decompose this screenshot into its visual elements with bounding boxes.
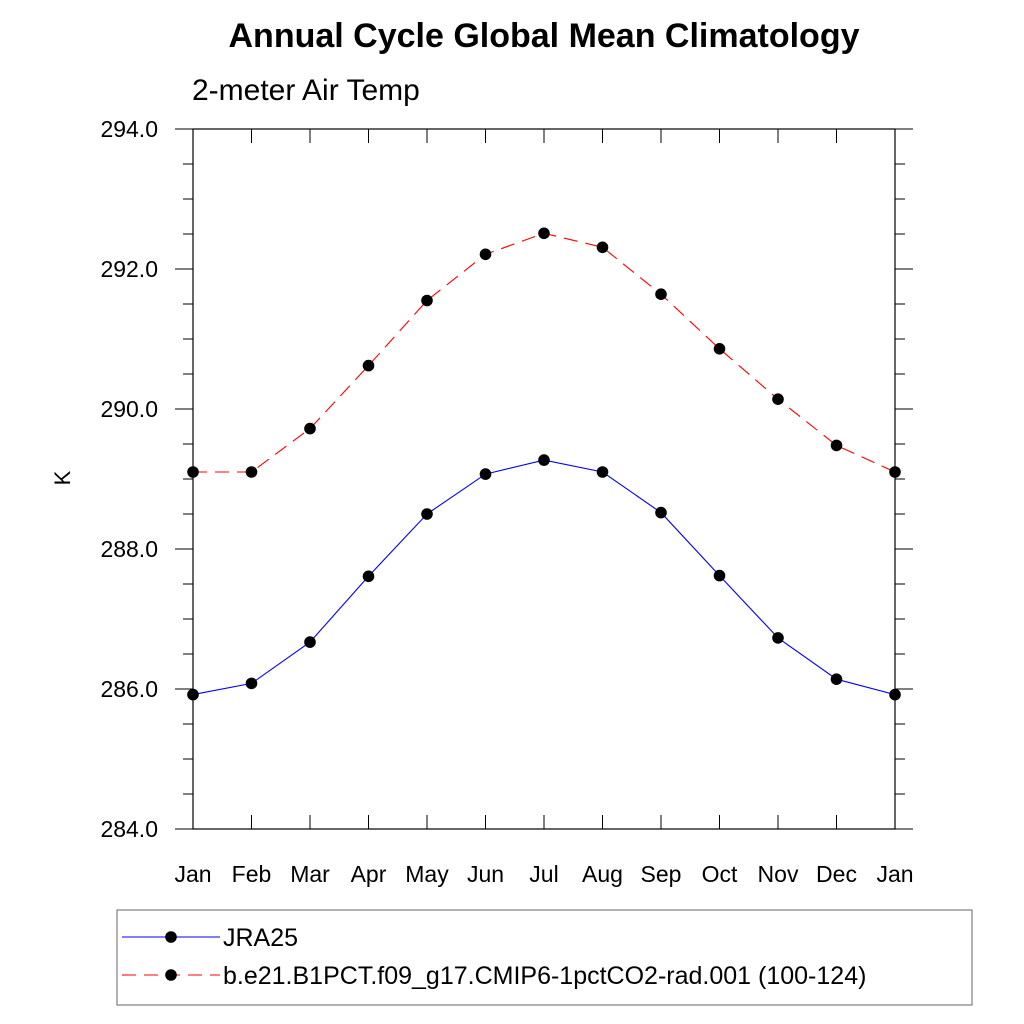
data-point bbox=[362, 359, 375, 372]
data-point bbox=[655, 506, 667, 519]
legend-marker bbox=[165, 931, 177, 943]
data-point bbox=[479, 248, 492, 261]
x-tick-labels: Jan Feb Mar Apr May Jun Jul Aug Sep Oct Nov Dec Jan bbox=[174, 861, 913, 887]
data-point bbox=[889, 688, 901, 701]
data-point bbox=[772, 393, 784, 406]
data-point bbox=[187, 688, 199, 701]
axis-ticks bbox=[175, 128, 913, 830]
chart-title: Annual Cycle Global Mean Climatology bbox=[229, 17, 860, 55]
data-point bbox=[245, 677, 258, 690]
y-tick-label: 284.0 bbox=[100, 816, 158, 842]
y-tick-label: 290.0 bbox=[100, 396, 158, 422]
x-tick-label: Sep bbox=[641, 861, 682, 887]
data-point bbox=[187, 466, 199, 478]
x-tick-label: May bbox=[405, 861, 449, 887]
data-point bbox=[421, 294, 433, 307]
x-tick-label: Dec bbox=[816, 861, 857, 887]
x-tick-label: Jan bbox=[174, 861, 211, 887]
data-point bbox=[830, 439, 843, 452]
y-tick-labels: 284.0 286.0 288.0 290.0 292.0 294.0 bbox=[100, 116, 158, 842]
data-point bbox=[304, 636, 316, 648]
y-tick-label: 286.0 bbox=[100, 676, 158, 702]
y-axis-label: K bbox=[50, 470, 75, 485]
data-point bbox=[538, 227, 550, 240]
x-tick-label: Jul bbox=[529, 861, 558, 887]
legend-label: JRA25 bbox=[223, 924, 298, 952]
data-point bbox=[713, 343, 726, 355]
y-tick-label: 288.0 bbox=[100, 536, 158, 562]
data-point bbox=[596, 466, 609, 478]
x-tick-label: Mar bbox=[290, 861, 330, 887]
series-line-2 bbox=[193, 232, 896, 473]
data-point bbox=[245, 466, 258, 478]
legend-box bbox=[116, 909, 973, 1006]
data-point bbox=[655, 288, 667, 301]
x-tick-label: Jun bbox=[467, 861, 504, 887]
legend-label: b.e21.B1PCT.f09_g17.CMIP6-1pctCO2-rad.00… bbox=[223, 962, 866, 990]
data-point bbox=[421, 508, 433, 520]
series-line-1 bbox=[192, 459, 896, 696]
data-point bbox=[304, 422, 316, 435]
chart-subtitle: 2-meter Air Temp bbox=[192, 74, 420, 107]
data-point bbox=[362, 570, 375, 583]
x-tick-label: Nov bbox=[758, 861, 799, 887]
data-point bbox=[889, 466, 901, 478]
legend-marker bbox=[165, 969, 177, 981]
data-point bbox=[830, 673, 843, 685]
data-point bbox=[538, 454, 550, 466]
x-tick-label: Jan bbox=[876, 861, 913, 887]
y-tick-label: 292.0 bbox=[100, 256, 158, 282]
x-tick-label: Apr bbox=[351, 861, 387, 887]
data-point bbox=[713, 569, 726, 582]
x-tick-label: Feb bbox=[232, 861, 272, 887]
data-point bbox=[596, 241, 609, 254]
x-tick-label: Aug bbox=[582, 861, 623, 887]
x-tick-label: Oct bbox=[702, 861, 738, 887]
data-point bbox=[772, 632, 784, 644]
y-tick-label: 294.0 bbox=[100, 116, 158, 142]
data-point bbox=[479, 468, 492, 480]
series-layer bbox=[187, 227, 901, 701]
legend: JRA25 b.e21.B1PCT.f09_g17.CMIP6-1pctCO2-r… bbox=[116, 909, 973, 1006]
